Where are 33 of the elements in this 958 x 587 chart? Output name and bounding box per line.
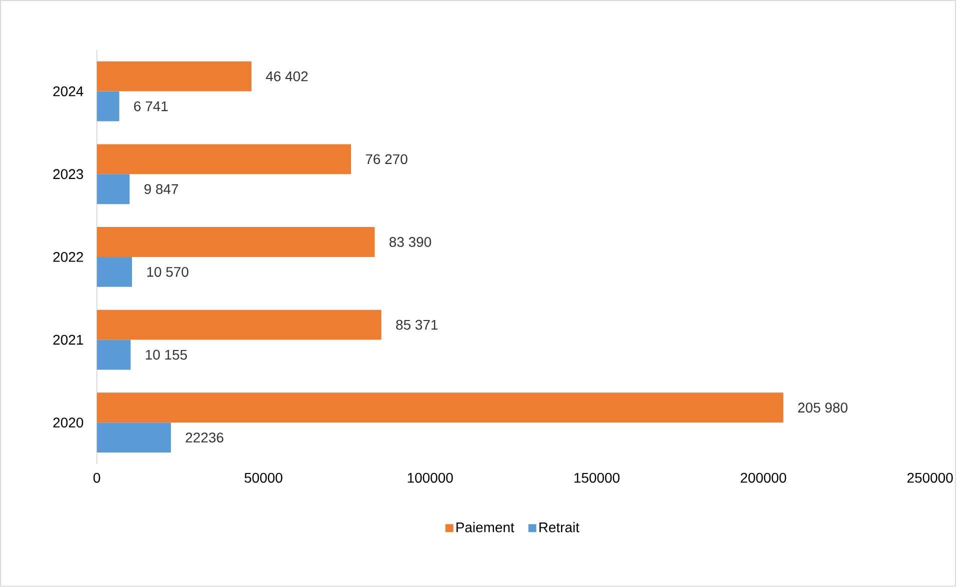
bar [96, 91, 120, 122]
data-label: 6 741 [134, 101, 168, 112]
data-label: 46 402 [266, 72, 308, 82]
data-label: 83 390 [390, 237, 432, 248]
bar [96, 61, 252, 92]
y-tick-label: 2023 [53, 169, 84, 180]
data-label: 22236 [186, 432, 224, 443]
y-tick-label: 2022 [53, 252, 83, 262]
legend-label: Paiement [456, 522, 514, 532]
bar [96, 310, 382, 340]
bar [96, 174, 130, 204]
data-label: 76 270 [366, 154, 408, 164]
data-label: 10 570 [147, 267, 188, 277]
bar [96, 392, 784, 423]
x-tick-label: 50000 [244, 472, 282, 483]
data-label: 10 155 [146, 350, 187, 360]
x-tick-label: 250000 [907, 472, 953, 483]
y-tick-label: 2021 [53, 334, 84, 345]
x-tick-label: 0 [93, 472, 100, 483]
bar [96, 422, 171, 453]
bar [96, 144, 352, 174]
data-label: 9 847 [144, 184, 178, 194]
bar [96, 340, 131, 370]
x-tick-label: 200000 [740, 472, 786, 483]
y-tick-label: 2020 [53, 418, 84, 428]
data-label: 85 371 [396, 320, 438, 330]
y-tick-label: 2024 [53, 86, 84, 96]
bar [96, 227, 375, 258]
x-tick-label: 100000 [408, 472, 453, 483]
bar [96, 257, 132, 288]
x-tick-label: 150000 [574, 472, 620, 483]
data-label: 205 980 [798, 402, 848, 413]
legend-label: Retrait [539, 522, 580, 532]
